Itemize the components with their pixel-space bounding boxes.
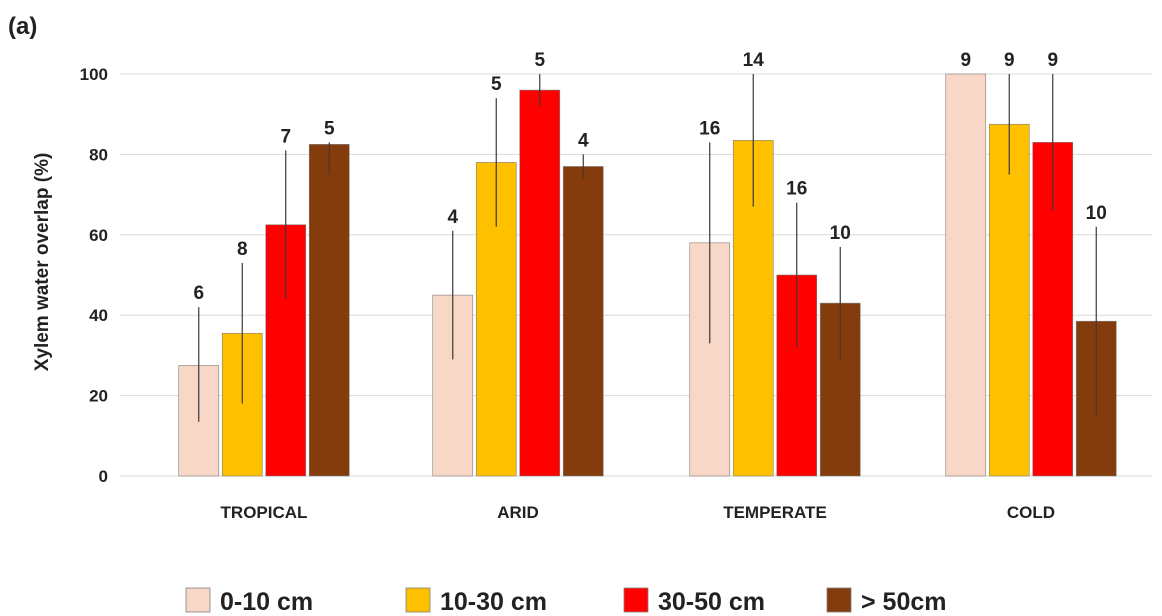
- category-label: TEMPERATE: [723, 503, 827, 522]
- data-label: 9: [1047, 50, 1058, 71]
- data-label: 10: [1086, 203, 1107, 224]
- legend-swatch: [185, 587, 211, 613]
- data-label: 16: [786, 179, 807, 200]
- y-tick-label: 0: [99, 467, 108, 486]
- bar-arid-3: [562, 166, 604, 477]
- data-labels: 6 8 7 5 4 5 5 4 16 14 16 10 9 9 9 10: [193, 50, 1106, 304]
- data-label: 5: [534, 50, 545, 71]
- y-tick-label: 60: [89, 226, 108, 245]
- legend-label: > 50cm: [861, 588, 947, 616]
- legend-label: 10-30 cm: [440, 588, 547, 616]
- y-tick-labels: 0 20 40 60 80 100: [80, 65, 108, 486]
- y-tick-label: 20: [89, 387, 108, 406]
- category-label: TROPICAL: [221, 503, 308, 522]
- bar-cold-1: [988, 123, 1030, 477]
- data-label: 4: [578, 130, 589, 151]
- y-axis-label: Xylem water overlap (%): [32, 153, 53, 372]
- data-label: 7: [280, 126, 291, 147]
- bars: [178, 73, 1117, 477]
- data-label: 4: [447, 207, 458, 228]
- category-label: ARID: [497, 503, 539, 522]
- legend: 0-10 cm 10-30 cm 30-50 cm > 50cm: [185, 587, 947, 616]
- data-label: 5: [324, 118, 335, 139]
- data-label: 8: [237, 239, 248, 260]
- panel-label: (a): [8, 13, 37, 40]
- data-label: 9: [960, 50, 971, 71]
- error-bars: [198, 74, 1097, 422]
- legend-swatch: [623, 587, 649, 613]
- data-label: 14: [743, 50, 765, 71]
- bar-cold-0: [945, 73, 987, 477]
- data-label: 9: [1004, 50, 1015, 71]
- y-tick-label: 80: [89, 145, 108, 164]
- data-label: 6: [193, 283, 204, 304]
- category-label: COLD: [1007, 503, 1055, 522]
- bar-arid-2: [519, 89, 561, 477]
- legend-label: 30-50 cm: [658, 588, 765, 616]
- bar-tropical-3: [308, 144, 350, 477]
- data-label: 10: [830, 223, 851, 244]
- data-label: 16: [699, 118, 720, 139]
- y-tick-label: 40: [89, 306, 108, 325]
- data-label: 5: [491, 74, 502, 95]
- y-tick-label: 100: [80, 65, 108, 84]
- legend-swatch: [826, 587, 852, 613]
- legend-label: 0-10 cm: [220, 588, 313, 616]
- category-labels: TROPICAL ARID TEMPERATE COLD: [221, 503, 1056, 522]
- legend-swatch: [405, 587, 431, 613]
